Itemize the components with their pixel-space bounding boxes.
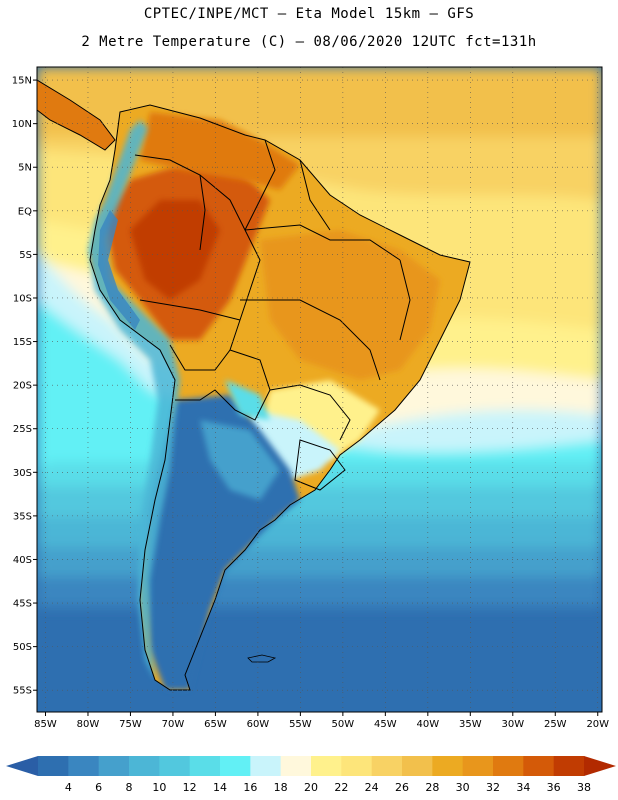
latitude-ticks: 15N 10N 5N EQ 5S 10S 15S 20S 25S 30S 35S 40S 45S 50S 5… [12,76,37,697]
colorbar-swatch [129,756,160,776]
lon-tick-label: 60W [247,719,270,730]
lon-tick-label: 85W [34,719,57,730]
colorbar-label: 6 [95,781,102,794]
country-borders [37,79,471,691]
lon-tick-label: 35W [459,719,482,730]
colorbar-swatch [189,756,221,776]
lon-tick-label: 45W [374,719,397,730]
colorbar-label: 12 [183,781,197,794]
colorbar-label: 24 [365,781,379,794]
colorbar-label: 26 [395,781,409,794]
chart-title-line1: CPTEC/INPE/MCT – Eta Model 15km – GFS [143,6,475,22]
lon-tick-label: 55W [289,719,312,730]
lat-tick-label: 10N [12,119,32,130]
lat-tick-label: 15N [12,76,32,87]
colorbar-label: 32 [486,781,500,794]
colorbar-swatch [341,756,373,776]
colorbar-label: 16 [243,781,257,794]
lon-tick-label: 80W [77,719,100,730]
lon-tick-label: 40W [417,719,440,730]
colorbar-swatch [432,756,464,776]
colorbar-swatch [68,756,100,776]
colorbar: 4 6 8 10 12 14 16 18 20 22 24 26 28 30 32 34 36 38 [6,756,616,794]
lat-tick-label: 30S [13,468,32,479]
lon-tick-label: 70W [162,719,185,730]
colorbar-swatch [280,756,312,776]
lat-tick-label: 25S [13,424,32,435]
colorbar-swatch [402,756,433,776]
colorbar-label: 8 [126,781,133,794]
colorbar-swatch [371,756,403,776]
lat-tick-label: 55S [13,686,32,697]
colorbar-swatch [553,756,585,776]
colorbar-label: 38 [577,781,591,794]
colorbar-label: 14 [213,781,227,794]
lon-tick-label: 25W [544,719,567,730]
colorbar-swatch [220,756,251,776]
lat-tick-label: 5S [19,250,32,261]
colorbar-label: 10 [152,781,166,794]
colorbar-swatch [523,756,555,776]
lon-tick-label: 30W [501,719,524,730]
lat-tick-label: 35S [13,511,32,522]
colorbar-swatch [98,756,130,776]
lon-tick-label: 50W [332,719,355,730]
lat-tick-label: 10S [13,293,32,304]
colorbar-label: 30 [456,781,470,794]
lon-tick-label: 75W [119,719,142,730]
land-temperature [37,80,470,690]
map-frame [36,66,603,713]
colorbar-under-arrow [6,756,38,776]
colorbar-label: 28 [425,781,439,794]
colorbar-swatch [311,756,342,776]
colorbar-label: 4 [65,781,72,794]
colorbar-swatch [38,756,69,776]
lat-tick-label: EQ [18,206,32,217]
lat-lon-grid [37,67,602,712]
longitude-ticks: 85W 80W 75W 70W 65W 60W 55W 50W 45W 40W 35W 30W 25W 2… [34,712,609,730]
lon-tick-label: 65W [204,719,227,730]
lat-tick-label: 40S [13,555,32,566]
colorbar-swatch [159,756,191,776]
colorbar-label: 20 [304,781,318,794]
colorbar-swatch [250,756,282,776]
lat-tick-label: 5N [18,163,32,174]
colorbar-label: 34 [516,781,530,794]
colorbar-label: 36 [547,781,561,794]
colorbar-label: 22 [334,781,348,794]
colorbar-swatch [493,756,524,776]
chart-title-line2: 2 Metre Temperature (C) – 08/06/2020 12U… [81,34,537,50]
lat-tick-label: 50S [13,642,32,653]
lat-tick-label: 15S [13,337,32,348]
lat-tick-label: 45S [13,599,32,610]
colorbar-label: 18 [274,781,288,794]
colorbar-over-arrow [584,756,616,776]
map-field [37,67,602,712]
lon-tick-label: 20W [586,719,609,730]
lat-tick-label: 20S [13,381,32,392]
colorbar-swatch [462,756,494,776]
